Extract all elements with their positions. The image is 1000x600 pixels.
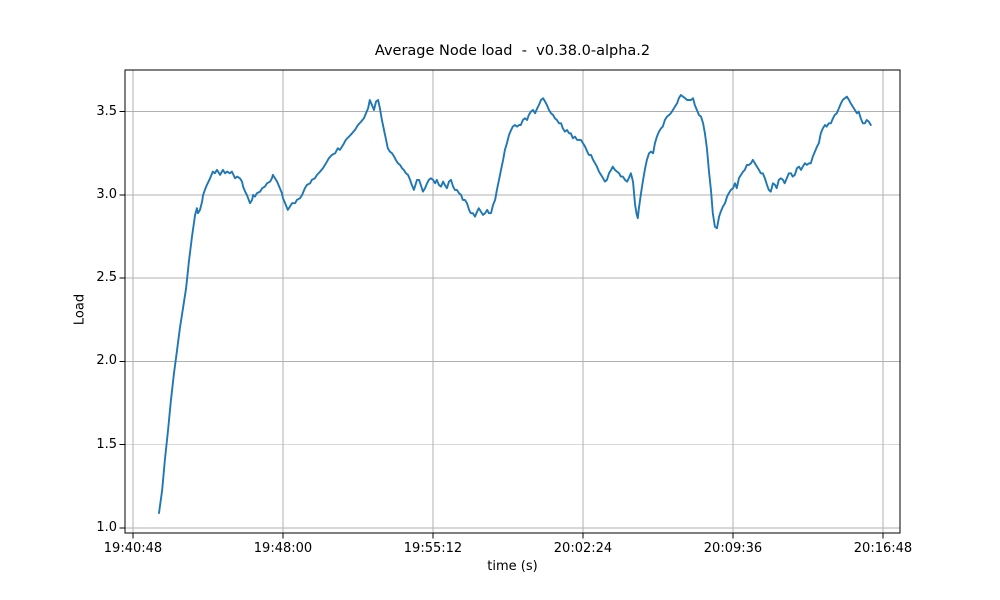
x-tick-label: 19:55:12	[403, 541, 463, 556]
y-tick-label: 3.0	[96, 186, 117, 202]
x-axis-label: time (s)	[487, 559, 538, 574]
x-tick-label: 20:16:48	[853, 541, 913, 556]
x-tick-label: 20:02:24	[553, 541, 613, 556]
y-tick-label: 3.5	[96, 103, 117, 119]
x-tick-label: 19:48:00	[253, 541, 313, 556]
y-tick-label: 2.0	[96, 353, 117, 369]
y-axis-label: Load	[72, 293, 88, 326]
x-tick-label: 20:09:36	[703, 541, 763, 556]
y-tick-label: 2.5	[96, 270, 117, 286]
load-line-series	[158, 94, 872, 514]
axes-spines	[124, 69, 901, 534]
chart-title: Average Node load - v0.38.0-alpha.2	[374, 43, 651, 59]
x-tick-label: 19:40:48	[103, 541, 163, 556]
y-tick-label: 1.0	[96, 520, 117, 535]
y-tick-label: 1.5	[96, 436, 117, 452]
